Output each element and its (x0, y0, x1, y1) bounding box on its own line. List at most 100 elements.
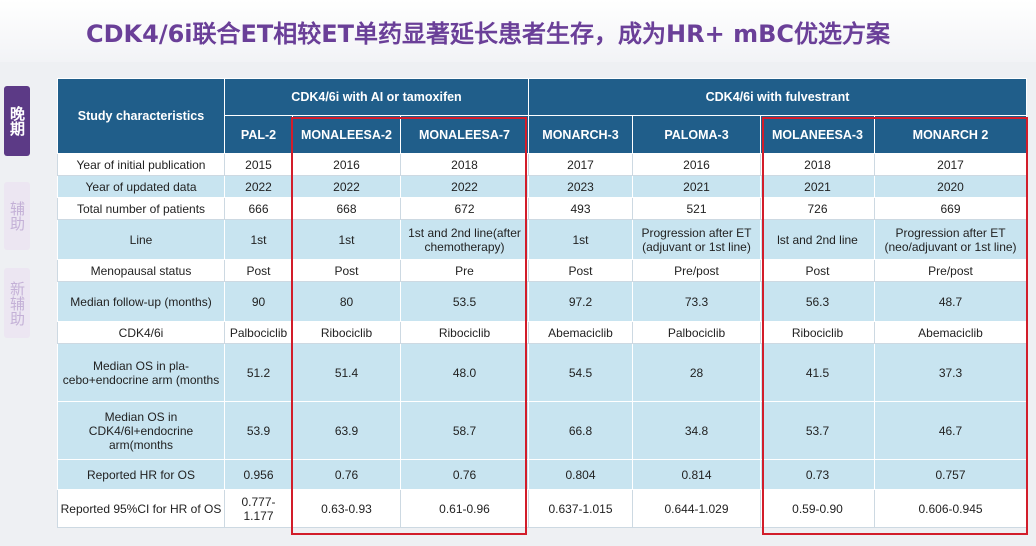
row-label: Total number of patients (57, 197, 225, 220)
table-cell: Post (224, 259, 293, 282)
table-cell: 521 (632, 197, 761, 220)
table-cell: Palbociclib (224, 321, 293, 344)
table-cell: 56.3 (760, 281, 875, 322)
header-study: MOLANEESA-3 (760, 115, 875, 154)
table-cell: 58.7 (400, 401, 529, 460)
table-cell: Ribociclib (760, 321, 875, 344)
table-cell: 41.5 (760, 343, 875, 402)
table-cell: 53.5 (400, 281, 529, 322)
table-row: Reported HR for OS 0.956 0.76 0.76 0.804 0.81… (57, 459, 1028, 490)
table-cell: 672 (400, 197, 529, 220)
table-cell: 2020 (873, 175, 1028, 198)
table-cell: 0.777-1.177 (224, 489, 293, 528)
table-cell: 2021 (760, 175, 875, 198)
header-study: MONARCH 2 (873, 115, 1028, 154)
header-group-ai-tamoxifen: CDK4/6i with AI or tamoxifen (224, 78, 529, 116)
header-study: PALOMA-3 (632, 115, 761, 154)
table-cell: Pre (400, 259, 529, 282)
table-cell: 28 (632, 343, 761, 402)
table-row: Line 1st 1st 1st and 2nd line(after chemoth… (57, 219, 1028, 260)
table-cell: 97.2 (528, 281, 633, 322)
table-cell: 90 (224, 281, 293, 322)
table-cell: 2015 (224, 153, 293, 176)
row-label: CDK4/6i (57, 321, 225, 344)
row-label: Reported HR for OS (57, 459, 225, 490)
table-row: CDK4/6i Palbociclib Ribociclib Ribociclib Ab… (57, 321, 1028, 344)
table-cell: 0.73 (760, 459, 875, 490)
table-cell: 53.7 (760, 401, 875, 460)
table-cell: 0.637-1.015 (528, 489, 633, 528)
header-study: MONALEESA-2 (292, 115, 401, 154)
table-cell: 63.9 (292, 401, 401, 460)
header-study-characteristics: Study characteristics (57, 78, 225, 154)
table-cell: Abemaciclib (873, 321, 1028, 344)
table-cell: 0.606-0.945 (873, 489, 1028, 528)
table-cell: 51.4 (292, 343, 401, 402)
table-cell: 37.3 (873, 343, 1028, 402)
table-cell: Ribociclib (400, 321, 529, 344)
table-cell: 1st (292, 219, 401, 260)
table-cell: 34.8 (632, 401, 761, 460)
table-cell: 48.0 (400, 343, 529, 402)
side-tab-adjuvant[interactable]: 辅助 (4, 182, 30, 250)
table-cell: Post (528, 259, 633, 282)
study-table-container: Study characteristics CDK4/6i with AI or… (57, 78, 1028, 535)
row-label: Year of updated data (57, 175, 225, 198)
table-row: Year of updated data 2022 2022 2022 2023 2021… (57, 175, 1028, 198)
table-cell: Post (760, 259, 875, 282)
header-group-fulvestrant: CDK4/6i with fulvestrant (527, 78, 1028, 116)
table-cell: 0.956 (224, 459, 293, 490)
table-cell: Abemaciclib (528, 321, 633, 344)
table-cell: 0.644-1.029 (632, 489, 761, 528)
table-cell: 53.9 (224, 401, 293, 460)
table-cell: 666 (224, 197, 293, 220)
table-cell: 2017 (873, 153, 1028, 176)
header-study: MONALEESA-7 (400, 115, 529, 154)
table-cell: 0.59-0.90 (760, 489, 875, 528)
table-cell: 726 (760, 197, 875, 220)
table-cell: 54.5 (528, 343, 633, 402)
table-cell: 2023 (528, 175, 633, 198)
side-tab-advanced[interactable]: 晚期 (4, 86, 30, 156)
table-row: Median OS in pla-cebo+endocrine arm (mon… (57, 343, 1028, 402)
table-cell: 73.3 (632, 281, 761, 322)
table-row: Menopausal status Post Post Pre Post Pre/post… (57, 259, 1028, 282)
row-label: Line (57, 219, 225, 260)
table-row: Total number of patients 666 668 672 493 521 7… (57, 197, 1028, 220)
table-cell: Ribociclib (292, 321, 401, 344)
table-cell: 2018 (760, 153, 875, 176)
table-row: Year of initial publication 2015 2016 2018 2… (57, 153, 1028, 176)
table-cell: lst and 2nd line (760, 219, 875, 260)
side-tab-neoadjuvant[interactable]: 新辅助 (4, 268, 30, 338)
table-cell: 0.63-0.93 (292, 489, 401, 528)
table-cell: 669 (873, 197, 1028, 220)
table-cell: Progression after ET (adjuvant or 1st li… (632, 219, 761, 260)
table-cell: 0.757 (873, 459, 1028, 490)
table-cell: 1st and 2nd line(after chemotherapy) (400, 219, 529, 260)
row-label: Median OS in pla-cebo+endocrine arm (mon… (57, 343, 225, 402)
row-label: Reported 95%CI for HR of OS (57, 489, 225, 528)
table-cell: 2022 (292, 175, 401, 198)
table-cell: 0.61-0.96 (400, 489, 529, 528)
table-cell: 2017 (528, 153, 633, 176)
row-label: Median follow-up (months) (57, 281, 225, 322)
table-cell: 0.76 (292, 459, 401, 490)
table-row: Reported 95%CI for HR of OS 0.777-1.177 0.… (57, 489, 1028, 528)
header-study: MONARCH-3 (528, 115, 633, 154)
table-row: Median follow-up (months) 90 80 53.5 97.2 73.… (57, 281, 1028, 322)
study-table: Study characteristics CDK4/6i with AI or… (57, 78, 1028, 528)
table-cell: 80 (292, 281, 401, 322)
table-cell: 48.7 (873, 281, 1028, 322)
table-row: Median OS in CDK4/6l+endocrine arm(month… (57, 401, 1028, 460)
table-cell: 1st (528, 219, 633, 260)
table-cell: 1st (224, 219, 293, 260)
table-cell: 668 (292, 197, 401, 220)
row-label: Median OS in CDK4/6l+endocrine arm(month… (57, 401, 225, 460)
table-cell: 2016 (292, 153, 401, 176)
row-label: Menopausal status (57, 259, 225, 282)
table-cell: 51.2 (224, 343, 293, 402)
table-cell: 2016 (632, 153, 761, 176)
table-cell: Progression after ET (neo/adjuvant or 1s… (873, 219, 1028, 260)
table-cell: 493 (528, 197, 633, 220)
page-title: CDK4/6i联合ET相较ET单药显著延长患者生存，成为HR+ mBC优选方案 (86, 20, 890, 48)
